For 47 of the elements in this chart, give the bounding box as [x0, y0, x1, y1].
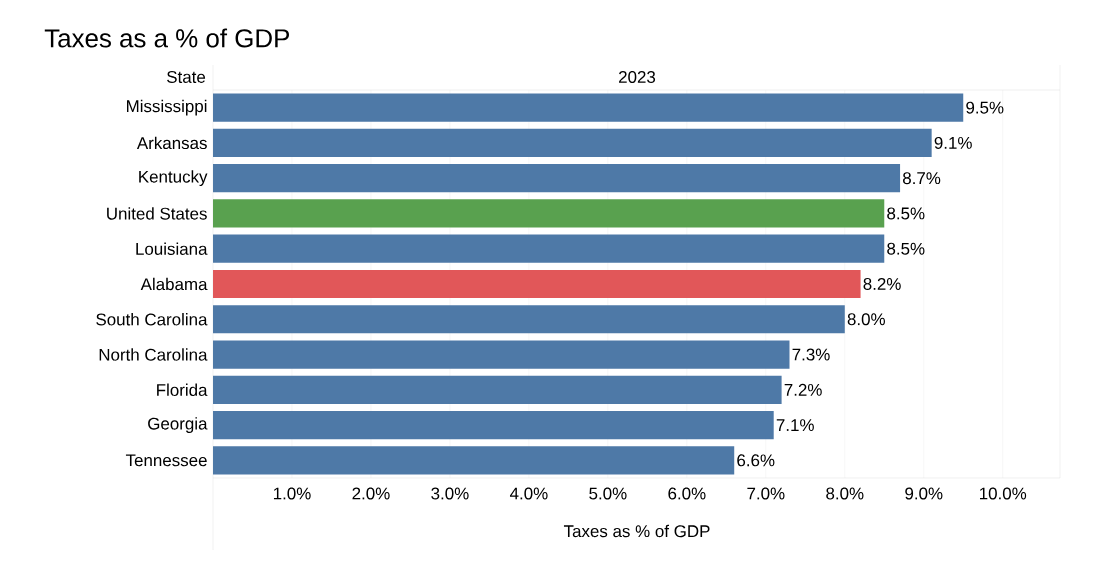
y-tick-label: Alabama [140, 277, 208, 291]
x-tick-label: 10.0% [980, 487, 1027, 500]
x-tick-label: 5.0% [589, 487, 627, 500]
data-label: 7.3% [792, 348, 830, 361]
data-label: 8.7% [903, 172, 941, 185]
y-tick-label: South Carolina [96, 313, 208, 326]
x-tick-label: 3.0% [431, 487, 469, 500]
y-tick-label: Tennessee [125, 454, 207, 467]
y-tick-label: Mississippi [127, 99, 207, 116]
y-axis-title: State [167, 70, 206, 83]
chart-title: Taxes as a % of GDP [44, 28, 289, 48]
bar [213, 269, 861, 299]
bar [213, 93, 964, 122]
x-tick-label: 7.0% [747, 487, 785, 500]
bar [213, 234, 885, 263]
bar [213, 305, 845, 334]
data-label: 9.1% [934, 136, 972, 149]
bar [213, 199, 885, 228]
data-label: 6.6% [737, 454, 775, 467]
data-label: 7.1% [776, 419, 814, 431]
bar [213, 164, 901, 193]
y-tick-label: Georgia [148, 417, 208, 433]
data-label: 7.2% [784, 383, 822, 396]
data-label: 8.5% [887, 242, 925, 255]
x-tick-label: 2.0% [352, 487, 390, 500]
bar [213, 446, 735, 475]
y-tick-label: Kentucky [139, 170, 208, 187]
data-label: 8.2% [863, 277, 901, 290]
bar [213, 410, 774, 440]
x-axis-title: Taxes as % of GDP [563, 524, 710, 538]
x-tick-label: 8.0% [826, 487, 864, 500]
y-tick-label: Louisiana [136, 242, 208, 255]
y-tick-label: Arkansas [136, 136, 207, 150]
x-tick-label: 6.0% [668, 487, 706, 500]
bar [213, 128, 932, 158]
data-label: 8.5% [887, 207, 925, 220]
bar [213, 375, 782, 404]
y-tick-label: Florida [157, 383, 208, 397]
x-tick-label: 4.0% [509, 487, 548, 500]
y-tick-label: North Carolina [99, 348, 208, 361]
chart-subtitle: 2023 [619, 70, 656, 83]
data-label: 9.5% [966, 101, 1004, 114]
data-label: 8.0% [847, 313, 885, 326]
x-tick-label: 9.0% [905, 487, 943, 500]
y-tick-label: United States [107, 207, 207, 220]
x-tick-label: 1.0% [273, 487, 311, 500]
bar [213, 340, 790, 369]
